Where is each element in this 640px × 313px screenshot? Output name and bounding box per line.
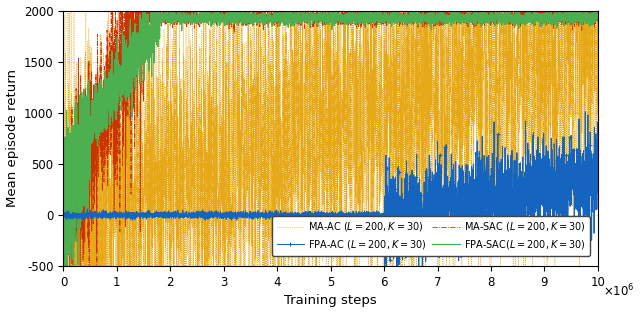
- Line: MA-AC ($L=200, K=30$): MA-AC ($L=200, K=30$): [63, 13, 598, 266]
- FPA-AC ($L=200, K=30$): [264, 214, 271, 218]
- FPA-SAC($L=200, K=30$): [594, 11, 602, 14]
- MA-SAC ($L=200, K=30$): [594, 15, 602, 19]
- FPA-SAC($L=200, K=30$): [60, 266, 67, 270]
- Text: $\times10^6$: $\times10^6$: [603, 283, 635, 299]
- Line: FPA-AC ($L=200, K=30$): FPA-AC ($L=200, K=30$): [61, 109, 600, 294]
- FPA-AC ($L=200, K=30$): [60, 213, 67, 217]
- FPA-SAC($L=200, K=30$): [140, 10, 147, 13]
- MA-AC ($L=200, K=30$): [407, 137, 415, 141]
- MA-SAC ($L=200, K=30$): [60, 221, 67, 225]
- Line: FPA-SAC($L=200, K=30$): FPA-SAC($L=200, K=30$): [63, 12, 598, 268]
- MA-AC ($L=200, K=30$): [264, 222, 271, 226]
- FPA-AC ($L=200, K=30$): [380, 213, 388, 216]
- MA-AC ($L=200, K=30$): [60, 11, 67, 14]
- MA-SAC ($L=200, K=30$): [380, 16, 388, 20]
- MA-AC ($L=200, K=30$): [60, 76, 67, 80]
- FPA-AC ($L=200, K=30$): [458, 164, 466, 167]
- FPA-SAC($L=200, K=30$): [407, 17, 415, 21]
- X-axis label: Training steps: Training steps: [284, 295, 377, 307]
- FPA-AC ($L=200, K=30$): [582, 110, 589, 114]
- Y-axis label: Mean episode return: Mean episode return: [6, 69, 19, 207]
- MA-SAC ($L=200, K=30$): [109, 10, 116, 13]
- MA-SAC ($L=200, K=30$): [157, 13, 164, 17]
- MA-AC ($L=200, K=30$): [157, 246, 164, 250]
- FPA-SAC($L=200, K=30$): [380, 12, 388, 16]
- MA-SAC ($L=200, K=30$): [62, 266, 70, 270]
- FPA-SAC($L=200, K=30$): [264, 14, 271, 18]
- FPA-AC ($L=200, K=30$): [419, 289, 426, 293]
- FPA-SAC($L=200, K=30$): [499, 12, 507, 16]
- MA-AC ($L=200, K=30$): [594, 11, 602, 14]
- MA-SAC ($L=200, K=30$): [499, 17, 507, 20]
- MA-AC ($L=200, K=30$): [61, 264, 68, 268]
- FPA-AC ($L=200, K=30$): [407, 174, 415, 178]
- Legend: MA-AC ($L=200, K=30$), FPA-AC ($L=200, K=30$), MA-SAC ($L=200, K=30$), FPA-SAC($: MA-AC ($L=200, K=30$), FPA-AC ($L=200, K…: [272, 216, 590, 256]
- FPA-AC ($L=200, K=30$): [157, 215, 164, 218]
- MA-AC ($L=200, K=30$): [458, 11, 466, 14]
- FPA-AC ($L=200, K=30$): [499, 197, 507, 200]
- MA-AC ($L=200, K=30$): [380, 43, 388, 47]
- Line: MA-SAC ($L=200, K=30$): MA-SAC ($L=200, K=30$): [63, 12, 598, 268]
- MA-SAC ($L=200, K=30$): [264, 10, 271, 13]
- FPA-AC ($L=200, K=30$): [594, 191, 602, 195]
- MA-AC ($L=200, K=30$): [499, 99, 507, 103]
- MA-SAC ($L=200, K=30$): [407, 19, 415, 23]
- FPA-SAC($L=200, K=30$): [458, 15, 466, 18]
- FPA-SAC($L=200, K=30$): [157, 13, 164, 17]
- MA-SAC ($L=200, K=30$): [458, 13, 466, 17]
